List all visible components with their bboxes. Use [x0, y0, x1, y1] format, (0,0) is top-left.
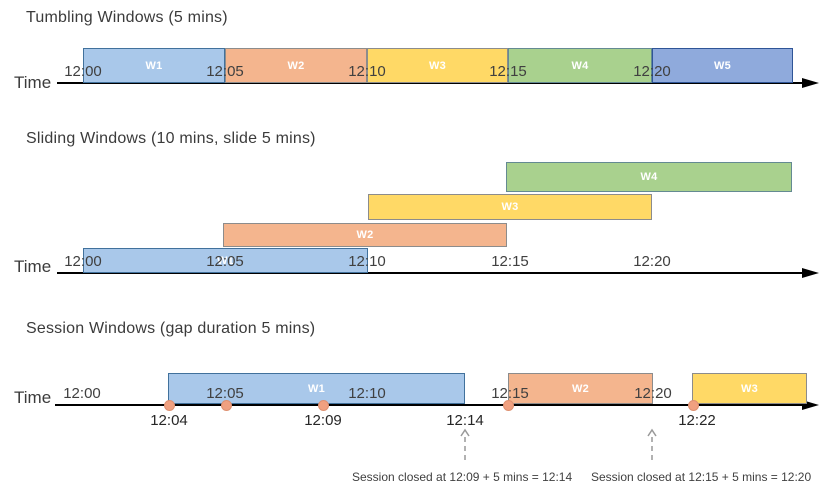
- tick-label: 12:10: [348, 253, 386, 270]
- tumbling-window-w2: W2: [225, 48, 367, 83]
- session-close-annotation: Session closed at 12:09 + 5 mins = 12:14: [352, 470, 573, 484]
- tick-label: 12:10: [348, 385, 386, 402]
- event-time-label: 12:09: [304, 412, 342, 429]
- window-label: W1: [307, 382, 326, 395]
- window-label: W2: [356, 229, 374, 241]
- tumbling-section-title: Tumbling Windows (5 mins): [26, 9, 228, 26]
- tumbling-timeline: [57, 82, 804, 84]
- window-label: W1: [145, 59, 163, 72]
- event-time-label: 12:04: [150, 412, 188, 429]
- window-label: W3: [428, 59, 447, 72]
- session-time-axis-label: Time: [14, 388, 52, 407]
- sliding-timeline-arrow-icon: [802, 268, 819, 278]
- tick-label: 12:20: [633, 253, 671, 270]
- event-dot: [503, 400, 514, 411]
- window-label: W1: [216, 254, 235, 267]
- event-time-label: 12:14: [446, 412, 484, 429]
- sliding-window-w1: W1: [83, 248, 368, 273]
- tick-label: 12:00: [63, 385, 101, 402]
- event-dot: [164, 400, 175, 411]
- tumbling-window-w1: W1: [83, 48, 225, 83]
- tumbling-timeline-arrow-icon: [802, 78, 819, 88]
- event-time-label: 12:22: [678, 412, 716, 429]
- tick-label: 12:20: [633, 63, 671, 80]
- window-label: W2: [287, 59, 305, 72]
- sliding-window-w3: W3: [368, 194, 652, 220]
- sliding-timeline: [57, 272, 804, 274]
- window-label: W4: [571, 59, 589, 72]
- tumbling-window-w3: W3: [367, 48, 508, 83]
- sliding-window-w2: W2: [223, 223, 507, 247]
- window-label: W3: [740, 382, 759, 395]
- dashed-up-arrow-icon: [460, 428, 470, 464]
- tumbling-window-w4: W4: [508, 48, 652, 83]
- sliding-window-w4: W4: [506, 162, 792, 192]
- session-window-w2: W2: [508, 373, 653, 404]
- session-window-w1: W1: [168, 373, 465, 404]
- tick-label: 12:10: [348, 63, 386, 80]
- window-label: W3: [501, 201, 519, 213]
- session-section-title: Session Windows (gap duration 5 mins): [26, 320, 316, 337]
- tick-label: 12:05: [206, 385, 244, 402]
- tumbling-window-w5: W5: [652, 48, 793, 83]
- tick-label: 12:05: [206, 63, 244, 80]
- tick-label: 12:00: [64, 63, 102, 80]
- window-label: W4: [640, 171, 658, 183]
- tumbling-time-axis-label: Time: [14, 73, 52, 92]
- tick-label: 12:15: [489, 63, 527, 80]
- dashed-up-arrow-icon: [647, 428, 657, 464]
- event-dot: [318, 400, 329, 411]
- sliding-section-title: Sliding Windows (10 mins, slide 5 mins): [26, 130, 316, 147]
- tick-label: 12:00: [64, 253, 102, 270]
- sliding-time-axis-label: Time: [14, 257, 52, 276]
- window-label: W5: [713, 59, 732, 72]
- event-dot: [221, 400, 232, 411]
- session-timeline: [55, 404, 804, 406]
- session-close-annotation: Session closed at 12:15 + 5 mins = 12:20: [591, 470, 812, 484]
- event-dot: [688, 400, 699, 411]
- session-timeline-arrow-icon: [802, 400, 819, 410]
- session-window-w3: W3: [692, 373, 807, 404]
- tick-label: 12:15: [491, 253, 529, 270]
- window-label: W2: [571, 382, 590, 395]
- tick-label: 12:05: [206, 253, 244, 270]
- tick-label: 12:20: [634, 385, 672, 402]
- tick-label: 12:15: [491, 385, 529, 402]
